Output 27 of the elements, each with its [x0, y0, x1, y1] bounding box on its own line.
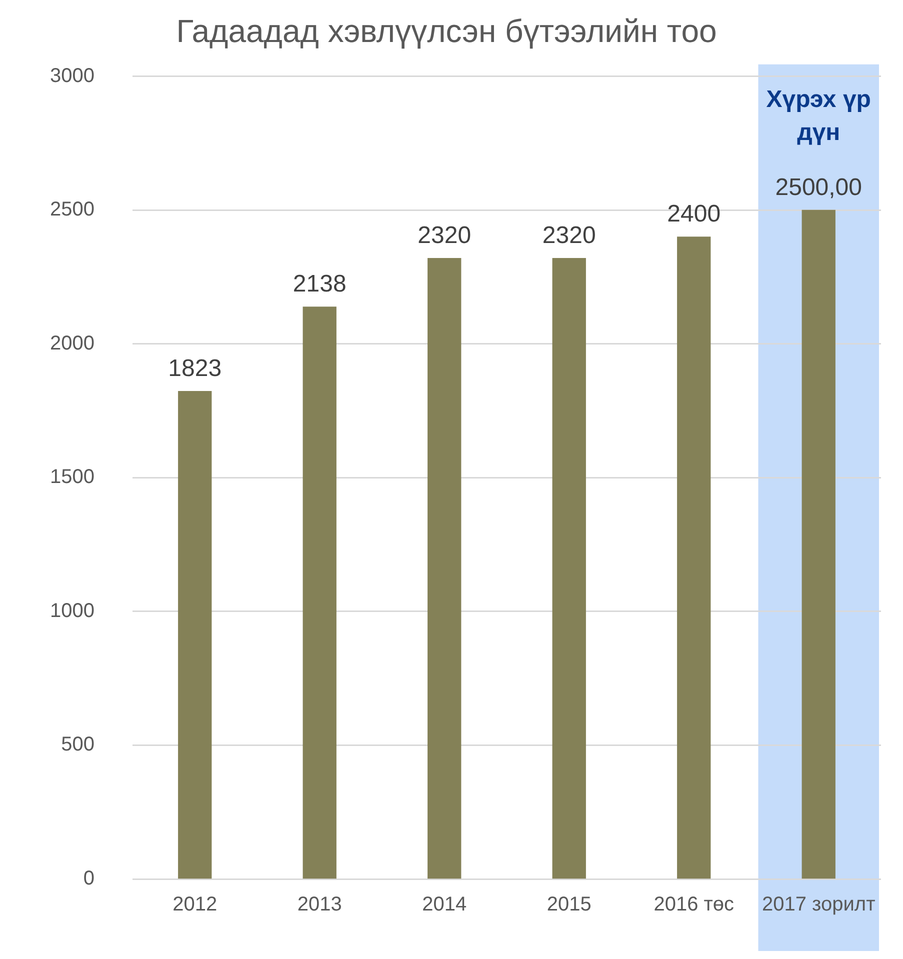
x-tick-label: 2012 — [172, 894, 218, 916]
x-tick-label: 2014 — [422, 894, 467, 916]
x-tick-label: 2016 төс — [654, 894, 734, 916]
x-tick-label: 2017 зорилт — [762, 894, 876, 916]
bar — [178, 390, 212, 879]
x-tick-label: 2013 — [297, 894, 342, 916]
data-label: 2320 — [542, 222, 596, 249]
data-label: 1823 — [168, 354, 222, 382]
y-tick-label: 1500 — [50, 466, 94, 488]
y-tick-label: 1000 — [50, 600, 94, 622]
bar — [677, 236, 711, 879]
y-tick-label: 2500 — [50, 198, 94, 221]
y-tick-label: 500 — [61, 734, 94, 756]
bar — [302, 306, 336, 879]
bar — [552, 258, 586, 879]
y-tick-label: 2000 — [50, 332, 94, 354]
x-tick-label: 2015 — [546, 894, 592, 916]
y-tick-label: 3000 — [50, 64, 94, 87]
data-label: 2138 — [292, 270, 346, 298]
band-label: Хүрэх үр дүн — [766, 86, 871, 146]
bar — [802, 210, 836, 879]
data-label: 2320 — [418, 222, 472, 249]
chart-title: Гадаадад хэвлүүлсэн бүтээлийн тоо — [176, 13, 717, 50]
data-label: 2500,00 — [775, 174, 862, 201]
y-tick-label: 0 — [83, 868, 94, 890]
data-label: 2400 — [667, 200, 721, 228]
bar — [428, 258, 462, 879]
